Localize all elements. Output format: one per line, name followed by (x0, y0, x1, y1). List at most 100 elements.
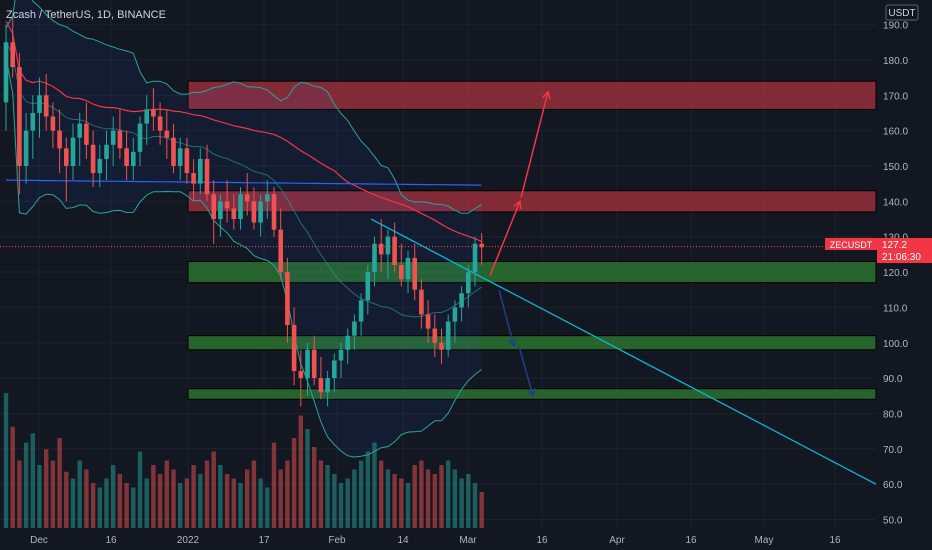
volume-bar (399, 478, 404, 528)
volume-bar (291, 438, 297, 528)
time-axis[interactable]: Dec 16 2022 17 Feb 14 Mar 16 Apr 16 May 16 (30, 535, 841, 546)
candle (459, 286, 464, 322)
bollinger-fill (6, 0, 482, 457)
candle-body (90, 144, 96, 174)
volume-bar (338, 483, 344, 528)
x-tick-label: Feb (328, 535, 346, 546)
volume-bar (412, 465, 417, 528)
volume-bar (325, 465, 330, 528)
projection-arrow-up (520, 90, 551, 199)
volume-bar (117, 474, 123, 528)
projection-arrow-down (518, 346, 536, 398)
volume-bar (479, 492, 484, 528)
arrow-shaft (498, 289, 515, 347)
volume-bar (23, 442, 29, 528)
candle (445, 314, 451, 357)
volume-bar (124, 483, 129, 528)
support-zone (187, 335, 877, 351)
volume-bar (312, 447, 317, 528)
candle-body (23, 130, 29, 166)
candle (271, 187, 277, 237)
currency-badge[interactable] (885, 4, 919, 21)
y-tick-label: 170.0 (883, 91, 908, 102)
volume-bar (446, 460, 451, 528)
candle-body (131, 151, 136, 166)
x-tick-label: 17 (258, 535, 270, 546)
candle (211, 180, 216, 244)
candle-body (198, 158, 203, 184)
volume-bar (245, 469, 250, 528)
candle-body (452, 307, 458, 322)
candle (479, 233, 484, 265)
candle-body (117, 130, 123, 149)
candle (466, 264, 471, 308)
candle-body (385, 236, 391, 255)
resistance-zone (187, 80, 877, 110)
volume-bar (84, 469, 89, 528)
candle-body (466, 272, 471, 294)
chart-title: Zcash / TetherUS, 1D, BINANCE (6, 9, 166, 21)
candle-body (439, 342, 444, 350)
candle (10, 17, 15, 78)
y-tick-label: 50.0 (883, 516, 903, 527)
candle-body (110, 130, 116, 145)
volume-bar (298, 415, 303, 528)
candle (110, 116, 116, 166)
candle (97, 144, 103, 188)
volume-bar (30, 433, 35, 528)
candle-body (104, 144, 109, 159)
candle (184, 137, 190, 184)
candle-body (30, 112, 36, 131)
candle-body (311, 349, 317, 379)
volume-bar (224, 474, 230, 528)
candle-body (405, 257, 411, 280)
y-tick-label: 100.0 (883, 339, 908, 350)
candle-body (325, 378, 330, 393)
candle-body (399, 264, 404, 280)
volume-bar (459, 478, 464, 528)
volume-bar (419, 460, 424, 528)
x-tick-label: May (755, 535, 774, 546)
candle-body (352, 321, 357, 336)
candle-body (392, 236, 397, 265)
volume-bar (392, 474, 397, 528)
volume-bar (358, 460, 364, 528)
candle (3, 24, 9, 131)
candlesticks (3, 17, 484, 407)
volume-bar (372, 442, 377, 528)
volume-bar (171, 469, 176, 528)
candle-body (177, 148, 183, 166)
volume-bar (137, 451, 143, 528)
volume-bar (64, 471, 69, 528)
arrow-head (513, 199, 522, 210)
candle-body (291, 325, 297, 372)
candle-body (265, 194, 270, 202)
candle-body (372, 243, 377, 273)
volume-bar (305, 429, 310, 528)
candle (318, 356, 324, 400)
candle-body (10, 42, 15, 68)
last-price-box (877, 238, 932, 263)
y-tick-label: 90.0 (883, 374, 903, 385)
volume-bar (70, 478, 76, 528)
volume-bar (131, 487, 136, 528)
volume-bar (17, 460, 22, 528)
x-tick-label: 16 (536, 535, 548, 546)
volume-bar (432, 474, 437, 528)
x-tick-label: Apr (609, 535, 625, 546)
candle (378, 219, 384, 273)
candle-body (285, 272, 290, 326)
volume-bar (258, 478, 263, 528)
y-tick-label: 60.0 (883, 480, 903, 491)
candle (104, 130, 109, 181)
candle-body (419, 289, 424, 315)
volume-bar (44, 449, 49, 528)
candle (258, 194, 263, 237)
arrow-shaft (518, 346, 534, 396)
y-tick-label: 150.0 (883, 162, 908, 173)
candle-body (425, 314, 431, 329)
volume-bar (251, 460, 257, 528)
volume-bar (77, 460, 82, 528)
volume-bar (144, 478, 149, 528)
